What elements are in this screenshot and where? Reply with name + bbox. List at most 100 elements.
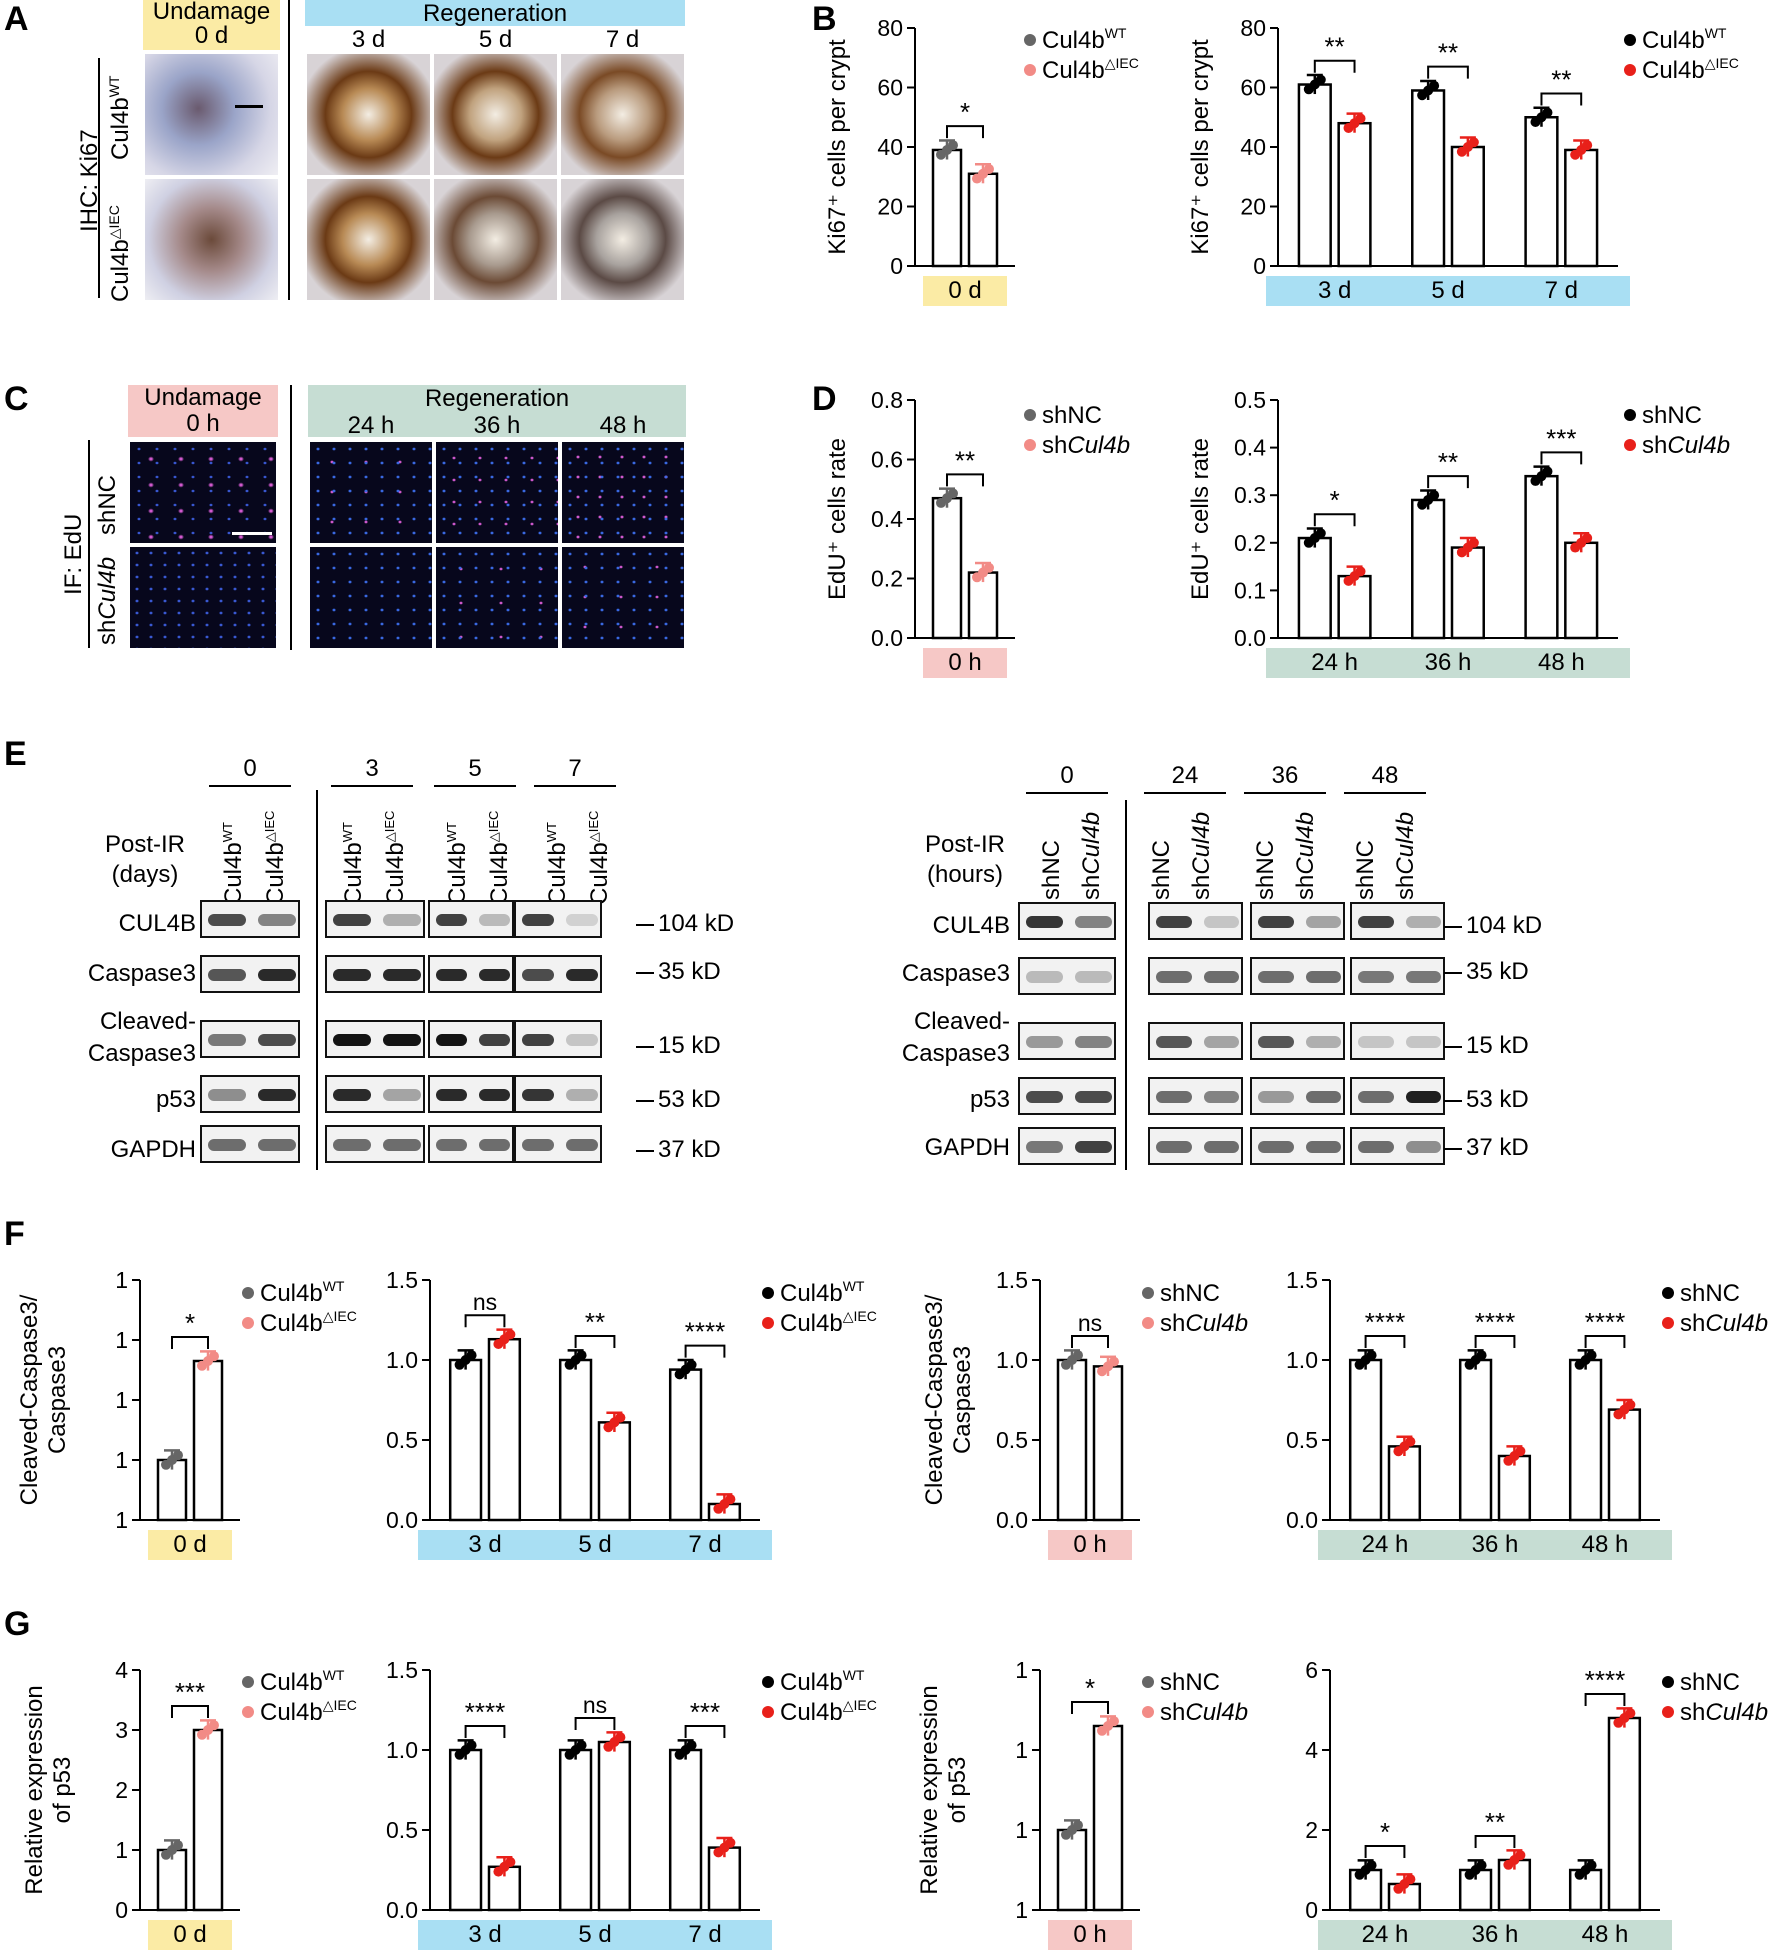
if-shnc-0h	[128, 440, 278, 545]
blot-box	[1148, 1127, 1243, 1165]
bar	[967, 571, 999, 640]
y-tick-label: 20	[1240, 194, 1266, 220]
blot-band	[1305, 916, 1341, 928]
significance-bracket	[1474, 1835, 1516, 1848]
legend-label: shCul4b	[1680, 1310, 1768, 1337]
panel-label-a: A	[4, 0, 29, 38]
y-axis-label: Cleaved-Caspase3/	[16, 1294, 43, 1505]
bar	[967, 172, 999, 268]
blot-band	[1358, 1091, 1394, 1103]
y-tick-label: 0.0	[386, 1507, 418, 1533]
blot-band	[1305, 971, 1341, 983]
row-gapdh-r: GAPDH	[924, 1134, 1010, 1161]
group-7d-label: 7	[568, 755, 582, 782]
legend-marker	[1024, 439, 1036, 451]
legend-marker	[1024, 34, 1036, 46]
legend-marker	[1142, 1676, 1154, 1688]
data-point	[1542, 107, 1553, 118]
blot-band	[1258, 971, 1294, 983]
y-axis-label: Relative expression	[21, 1685, 48, 1894]
data-point	[686, 1359, 697, 1370]
bar	[1524, 116, 1559, 268]
category-label: 0 d	[948, 277, 981, 304]
legend-sup: △IEC	[843, 1308, 877, 1324]
y-tick-label: 2	[115, 1777, 128, 1803]
row-cleaved-r: Cleaved-	[913, 1008, 1010, 1035]
blot-band	[1156, 971, 1192, 983]
blot-band	[1075, 916, 1112, 928]
chart-f3: 0.0 0.5 1.0 1.5 Cleaved-Caspase3/Caspase3 ns 0…	[921, 1267, 1248, 1560]
category-label: 48 h	[1582, 1531, 1629, 1558]
significance-bracket	[946, 473, 984, 487]
significance-label: ****	[1365, 1307, 1405, 1337]
blot-band	[566, 1034, 598, 1046]
chart-b2: 0 20 40 60 80 Ki67⁺ cells per crypt ** 3 d ** 5 d…	[1187, 15, 1739, 306]
bar	[1564, 541, 1599, 640]
significance-bracket	[1364, 1335, 1406, 1348]
y-tick-label: 1	[1015, 1897, 1028, 1923]
blot-box	[1018, 902, 1116, 940]
data-point	[1586, 1350, 1597, 1361]
data-point	[576, 1740, 587, 1751]
bar	[1387, 1445, 1422, 1522]
category-label: 0 h	[1073, 1531, 1106, 1558]
data-point	[505, 1857, 516, 1867]
undamage-time: 0 d	[194, 22, 229, 49]
category-label: 3 d	[1318, 277, 1351, 304]
y-tick-label: 1.5	[386, 1267, 418, 1293]
y-tick-label: 1	[115, 1327, 128, 1353]
legend-marker	[1624, 34, 1636, 46]
blot-band	[208, 914, 246, 926]
kd-35-r: 35 kD	[1444, 958, 1529, 986]
legend-marker	[1624, 409, 1636, 421]
legend-marker	[242, 1706, 254, 1718]
category-label: 3 d	[468, 1921, 501, 1948]
row-cul4b: CUL4B	[118, 910, 196, 937]
group-5d-label: 5	[468, 755, 482, 782]
group-0d: 0	[205, 755, 295, 787]
data-point	[725, 1837, 736, 1848]
blot-box	[325, 1125, 425, 1163]
blot-box	[514, 1125, 602, 1163]
blot-box	[1018, 1077, 1116, 1115]
if-shcul4b-36h	[434, 545, 560, 650]
y-axis-label: of p53	[49, 1757, 76, 1824]
blot-band	[1405, 1141, 1441, 1153]
data-point	[1355, 113, 1366, 124]
bar	[1458, 1358, 1493, 1522]
ihc-wt-5d	[432, 52, 559, 177]
legend-sup: WT	[1105, 25, 1127, 41]
data-point	[948, 488, 958, 499]
legend-label: shNC	[1160, 1280, 1220, 1307]
bar	[1056, 1828, 1088, 1912]
data-point	[1625, 1708, 1636, 1719]
post-ir-hours-unit: (hours)	[926, 861, 1004, 888]
blot-box	[1018, 1127, 1116, 1165]
significance-label: ****	[685, 1317, 725, 1347]
blot-band	[1026, 916, 1063, 928]
y-tick-label: 4	[1305, 1737, 1318, 1763]
legend-italic: Cul4b	[1705, 1699, 1768, 1726]
row-p53: p53	[155, 1086, 196, 1113]
kd-37-r: 37 kD	[1444, 1134, 1529, 1162]
blot-band	[1358, 971, 1394, 983]
data-point	[1073, 1820, 1083, 1831]
if-shnc-48h	[560, 440, 686, 545]
bar	[1568, 1358, 1603, 1522]
blot-box	[200, 900, 300, 938]
blot-band	[566, 914, 598, 926]
blot-box	[1350, 1077, 1445, 1115]
legend-marker	[762, 1676, 774, 1688]
blot-band	[333, 1089, 371, 1101]
legend-label: Cul4b△IEC	[780, 1697, 877, 1726]
blot-band	[1203, 916, 1239, 928]
blot-box	[1148, 1077, 1243, 1115]
bar	[1450, 145, 1485, 268]
significance-label: *	[1380, 1817, 1390, 1847]
legend-label: Cul4b△IEC	[1642, 55, 1739, 84]
significance-label: ns	[1078, 1310, 1102, 1336]
undamage-header-c: Undamage 0 h	[128, 385, 278, 437]
legend-marker	[1142, 1317, 1154, 1329]
chart-d2: 0.0 0.1 0.2 0.3 0.4 0.5 EdU⁺ cells rate * 24 h **…	[1187, 387, 1730, 678]
data-point	[1366, 1860, 1377, 1871]
